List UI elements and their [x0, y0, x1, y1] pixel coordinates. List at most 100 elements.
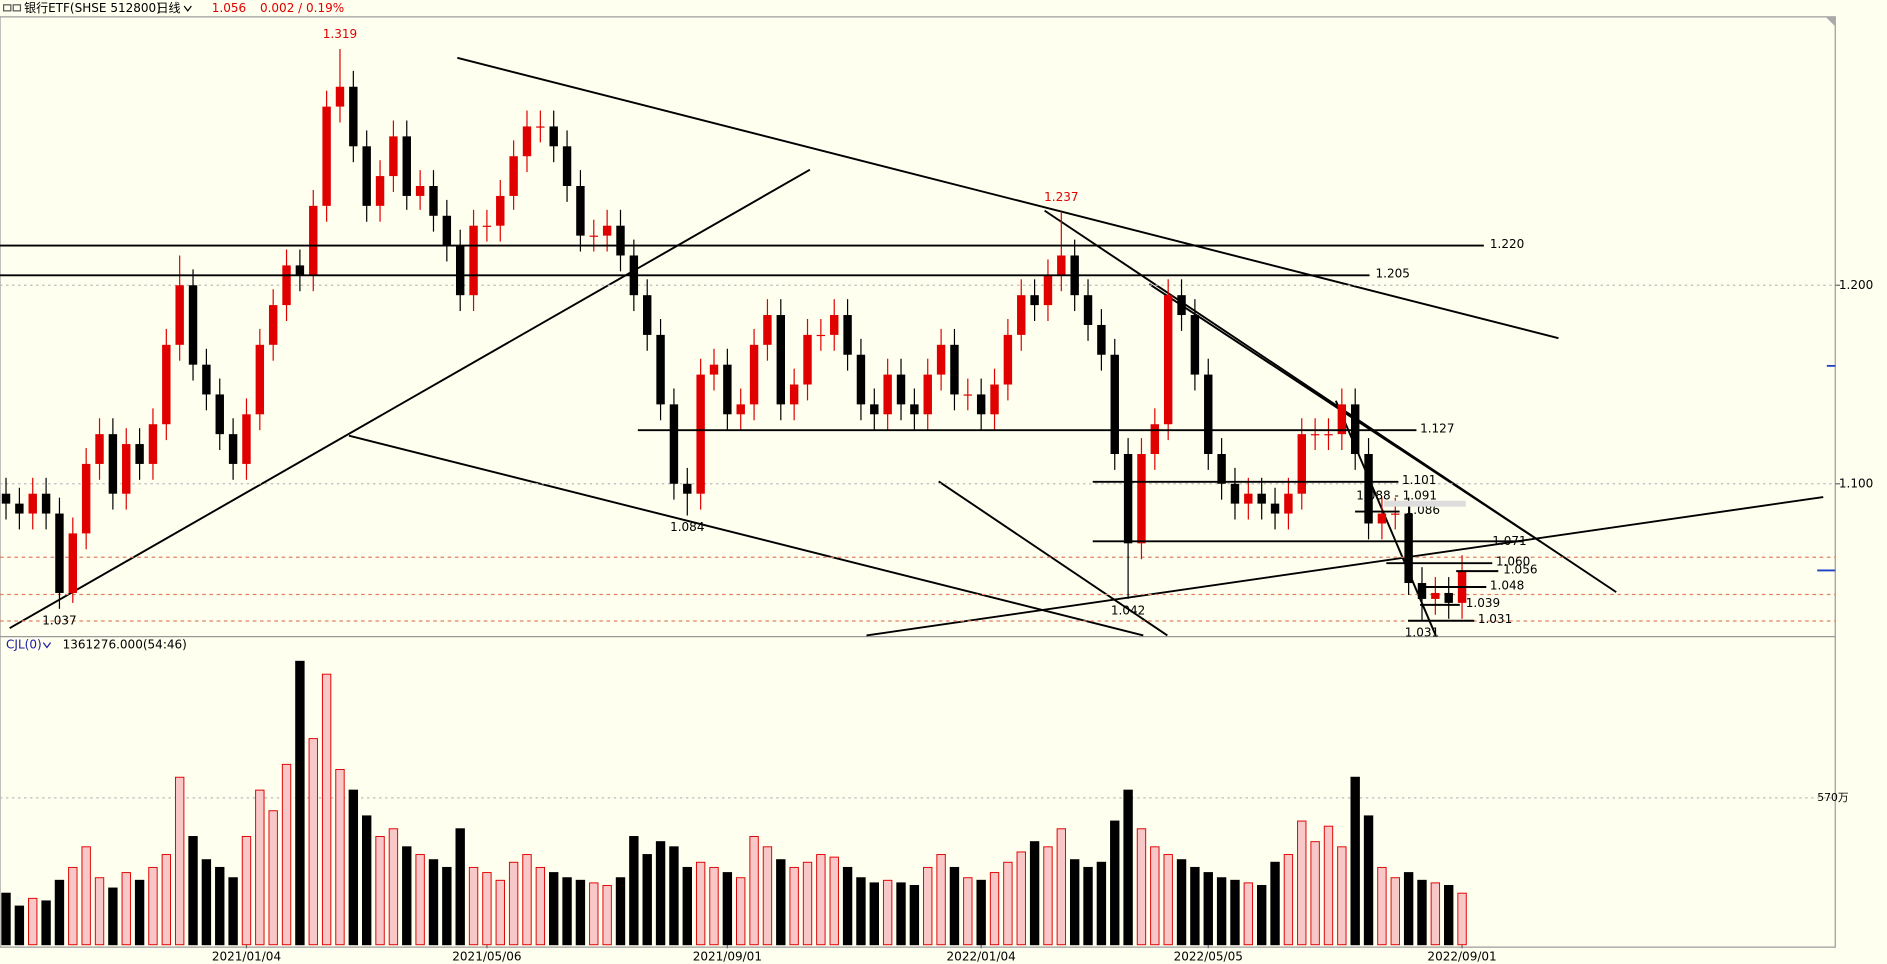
- volume-bar: [936, 854, 946, 946]
- candle-body: [643, 295, 652, 335]
- candle-body: [188, 285, 198, 365]
- volume-bar: [629, 836, 639, 946]
- volume-bar: [1283, 854, 1294, 946]
- volume-bar: [589, 882, 599, 946]
- volume-bar: [1323, 825, 1334, 946]
- candle-body: [1364, 453, 1373, 524]
- candle-body: [429, 186, 438, 216]
- level-label: 1.060: [1496, 554, 1530, 568]
- candle-body: [135, 444, 144, 464]
- volume-bar: [1390, 877, 1400, 946]
- level-label: 1.127: [1420, 421, 1454, 435]
- y-tick-label: 1.200: [1839, 278, 1873, 292]
- candle-body: [803, 334, 812, 385]
- volume-bar: [1230, 879, 1240, 946]
- volume-bar: [1043, 846, 1053, 946]
- extreme-label: 1.037: [42, 613, 76, 627]
- x-tick-label: 2022/09/01: [1427, 949, 1496, 963]
- candle-body: [923, 374, 932, 415]
- candle-body: [883, 374, 892, 415]
- level-label: 1.101: [1402, 473, 1436, 487]
- extreme-label: 1.084: [670, 520, 704, 534]
- candle-body: [1003, 334, 1013, 385]
- candle-body: [335, 86, 345, 107]
- symbol: 银行ETF(SHSE 512800): [24, 1, 161, 15]
- candle-body: [68, 533, 78, 593]
- indicator-name[interactable]: CJL(0): [6, 638, 42, 652]
- candle-body: [562, 146, 572, 187]
- volume-bar: [989, 872, 1000, 946]
- candle-body: [1043, 275, 1053, 306]
- candle-body: [148, 424, 158, 464]
- period-selector[interactable]: 日线: [156, 1, 180, 15]
- volume-bar: [829, 856, 839, 946]
- volume-bar: [923, 866, 933, 946]
- volume-bar: [81, 846, 91, 946]
- extreme-label: 1.031: [1405, 625, 1439, 639]
- volume-bar: [375, 836, 385, 946]
- volume-bar: [776, 859, 786, 946]
- volume-bar: [1310, 841, 1320, 946]
- dropdown-arrow[interactable]: [42, 642, 52, 649]
- volume-bar: [428, 859, 439, 946]
- trend-line: [938, 480, 1168, 637]
- candle-body: [910, 404, 919, 415]
- volume-bar: [1430, 882, 1441, 946]
- volume-bar: [1190, 866, 1200, 946]
- candle-body: [1391, 513, 1400, 515]
- icon: [12, 4, 22, 12]
- volume-bar: [174, 776, 185, 946]
- level-label: 1.205: [1376, 267, 1410, 281]
- y-tick-label: 1.100: [1839, 476, 1873, 490]
- dropdown-arrow[interactable]: [183, 5, 192, 12]
- volume-bar: [1110, 820, 1120, 946]
- volume-bar: [295, 660, 305, 946]
- candle-body: [1017, 295, 1026, 335]
- volume-bar: [1003, 861, 1013, 946]
- volume-bar: [94, 877, 105, 946]
- support-lines: [0, 556, 1836, 622]
- candle-body: [1244, 493, 1253, 504]
- candle-body: [295, 265, 305, 276]
- volume-bar: [802, 861, 813, 946]
- candle-body: [202, 364, 211, 395]
- extreme-label: 1.042: [1111, 603, 1145, 617]
- volume-bar: [1083, 866, 1093, 946]
- volume-bar: [1016, 851, 1026, 946]
- x-tick-label: 2021/05/06: [452, 949, 521, 963]
- volume-bar: [669, 846, 679, 946]
- candle-body: [375, 176, 385, 206]
- volume-bar: [1377, 866, 1387, 946]
- candle-body: [1350, 404, 1360, 454]
- volume-bar: [268, 810, 278, 946]
- level-label: 1.031: [1478, 612, 1512, 626]
- volume-bar: [415, 854, 425, 946]
- volume-bar: [161, 854, 172, 946]
- volume-bar: [869, 882, 879, 946]
- x-tick-label: 2021/01/04: [212, 949, 281, 963]
- candle-body: [1110, 354, 1119, 454]
- candle-body: [228, 434, 238, 464]
- volume-bar: [736, 877, 746, 946]
- candle-body: [1177, 295, 1186, 316]
- candle-body: [1030, 295, 1039, 306]
- volume-bar: [442, 866, 452, 946]
- candle-body: [843, 315, 852, 355]
- volume-bar: [188, 836, 198, 946]
- panel-frame: [0, 16, 1836, 948]
- volume-bar: [789, 866, 799, 946]
- indicator-info: 1361276.000(54:46): [63, 638, 187, 652]
- candle-body: [749, 344, 759, 405]
- x-tick-label: 2022/01/04: [947, 949, 1016, 963]
- candle-body: [589, 235, 598, 237]
- candle-body: [1324, 434, 1333, 436]
- candle-body: [1297, 434, 1306, 494]
- candle-body: [322, 106, 331, 206]
- volume-bar: [856, 877, 866, 946]
- volume-bar: [949, 866, 960, 946]
- candle-body: [1444, 592, 1453, 603]
- level-label: 1.071: [1492, 534, 1526, 548]
- volume-bar: [615, 877, 626, 946]
- candle-body: [482, 225, 492, 227]
- volume-bar: [1216, 877, 1227, 946]
